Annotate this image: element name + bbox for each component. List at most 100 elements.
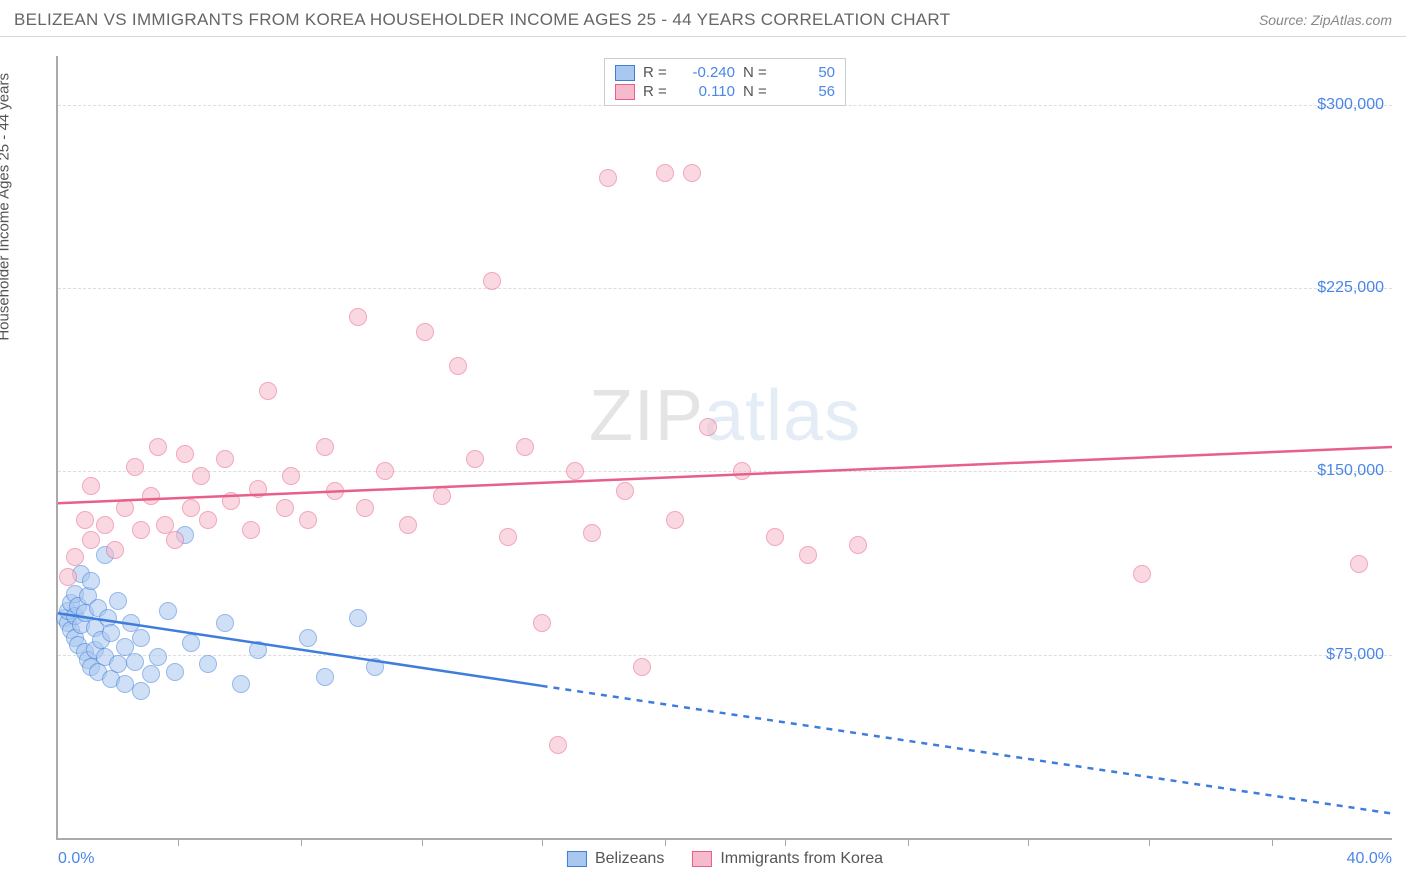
data-point-series-1 xyxy=(166,531,184,549)
legend-item-1: Immigrants from Korea xyxy=(692,850,883,868)
data-point-series-1 xyxy=(583,524,601,542)
legend-N-value-0: 50 xyxy=(779,64,835,81)
data-point-series-0 xyxy=(349,609,367,627)
data-point-series-1 xyxy=(222,492,240,510)
data-point-series-0 xyxy=(166,663,184,681)
data-point-series-0 xyxy=(182,634,200,652)
data-point-series-1 xyxy=(666,511,684,529)
gridline xyxy=(58,471,1392,472)
watermark-zip: ZIP xyxy=(589,376,704,456)
plot-area: ZIPatlas R = -0.240 N = 50 R = 0.110 N =… xyxy=(56,56,1392,840)
data-point-series-1 xyxy=(616,482,634,500)
data-point-series-1 xyxy=(82,531,100,549)
data-point-series-1 xyxy=(466,450,484,468)
watermark-atlas: atlas xyxy=(704,376,861,456)
data-point-series-1 xyxy=(516,438,534,456)
data-point-series-0 xyxy=(159,602,177,620)
legend-item-0: Belizeans xyxy=(567,850,664,868)
data-point-series-1 xyxy=(199,511,217,529)
data-point-series-0 xyxy=(232,675,250,693)
data-point-series-0 xyxy=(199,655,217,673)
data-point-series-0 xyxy=(109,655,127,673)
x-tick xyxy=(542,838,543,846)
data-point-series-0 xyxy=(126,653,144,671)
x-tick xyxy=(908,838,909,846)
x-tick xyxy=(422,838,423,846)
data-point-series-1 xyxy=(316,438,334,456)
data-point-series-0 xyxy=(249,641,267,659)
legend-R-value-0: -0.240 xyxy=(679,64,735,81)
data-point-series-0 xyxy=(366,658,384,676)
y-tick-label: $225,000 xyxy=(1317,279,1384,297)
data-point-series-1 xyxy=(1133,565,1151,583)
data-point-series-1 xyxy=(566,462,584,480)
legend-row-series-1: R = 0.110 N = 56 xyxy=(615,82,835,101)
trend-lines-svg xyxy=(58,56,1392,838)
data-point-series-1 xyxy=(349,308,367,326)
watermark: ZIPatlas xyxy=(589,375,861,457)
chart-container: Householder Income Ages 25 - 44 years ZI… xyxy=(14,46,1392,886)
data-point-series-1 xyxy=(82,477,100,495)
data-point-series-1 xyxy=(132,521,150,539)
trend-line xyxy=(542,686,1392,814)
y-axis-label: Householder Income Ages 25 - 44 years xyxy=(0,73,13,341)
correlation-legend: R = -0.240 N = 50 R = 0.110 N = 56 xyxy=(604,58,846,106)
x-tick xyxy=(1028,838,1029,846)
chart-title: BELIZEAN VS IMMIGRANTS FROM KOREA HOUSEH… xyxy=(14,10,950,30)
legend-R-value-1: 0.110 xyxy=(679,83,735,100)
source-attribution: Source: ZipAtlas.com xyxy=(1259,12,1392,28)
data-point-series-1 xyxy=(149,438,167,456)
swatch-1 xyxy=(692,851,712,867)
data-point-series-1 xyxy=(182,499,200,517)
data-point-series-0 xyxy=(299,629,317,647)
data-point-series-1 xyxy=(656,164,674,182)
data-point-series-1 xyxy=(683,164,701,182)
data-point-series-0 xyxy=(109,592,127,610)
data-point-series-1 xyxy=(106,541,124,559)
data-point-series-1 xyxy=(449,357,467,375)
data-point-series-0 xyxy=(316,668,334,686)
legend-R-label: R = xyxy=(643,83,671,100)
data-point-series-0 xyxy=(216,614,234,632)
chart-header: BELIZEAN VS IMMIGRANTS FROM KOREA HOUSEH… xyxy=(0,0,1406,37)
legend-label-0: Belizeans xyxy=(595,850,664,868)
legend-label-1: Immigrants from Korea xyxy=(720,850,883,868)
data-point-series-1 xyxy=(259,382,277,400)
data-point-series-1 xyxy=(766,528,784,546)
data-point-series-1 xyxy=(142,487,160,505)
swatch-0 xyxy=(567,851,587,867)
x-axis-min-label: 0.0% xyxy=(58,850,94,868)
series-legend: Belizeans Immigrants from Korea xyxy=(567,850,883,868)
data-point-series-1 xyxy=(176,445,194,463)
data-point-series-0 xyxy=(149,648,167,666)
x-tick xyxy=(1149,838,1150,846)
y-tick-label: $150,000 xyxy=(1317,462,1384,480)
data-point-series-1 xyxy=(733,462,751,480)
data-point-series-1 xyxy=(533,614,551,632)
data-point-series-1 xyxy=(376,462,394,480)
swatch-series-0 xyxy=(615,65,635,81)
data-point-series-0 xyxy=(82,572,100,590)
legend-row-series-0: R = -0.240 N = 50 xyxy=(615,63,835,82)
data-point-series-1 xyxy=(549,736,567,754)
x-tick xyxy=(178,838,179,846)
y-tick-label: $300,000 xyxy=(1317,96,1384,114)
data-point-series-1 xyxy=(76,511,94,529)
data-point-series-1 xyxy=(96,516,114,534)
data-point-series-1 xyxy=(799,546,817,564)
x-tick xyxy=(665,838,666,846)
legend-N-value-1: 56 xyxy=(779,83,835,100)
gridline xyxy=(58,288,1392,289)
data-point-series-1 xyxy=(299,511,317,529)
data-point-series-1 xyxy=(633,658,651,676)
data-point-series-0 xyxy=(132,682,150,700)
data-point-series-1 xyxy=(399,516,417,534)
data-point-series-1 xyxy=(849,536,867,554)
data-point-series-1 xyxy=(276,499,294,517)
legend-R-label: R = xyxy=(643,64,671,81)
data-point-series-1 xyxy=(242,521,260,539)
y-tick-label: $75,000 xyxy=(1326,646,1384,664)
data-point-series-1 xyxy=(59,568,77,586)
data-point-series-1 xyxy=(483,272,501,290)
data-point-series-1 xyxy=(116,499,134,517)
